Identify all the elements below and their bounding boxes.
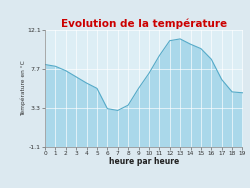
Title: Evolution de la température: Evolution de la température (61, 19, 227, 29)
Y-axis label: Température en °C: Température en °C (20, 61, 26, 116)
X-axis label: heure par heure: heure par heure (108, 157, 179, 166)
